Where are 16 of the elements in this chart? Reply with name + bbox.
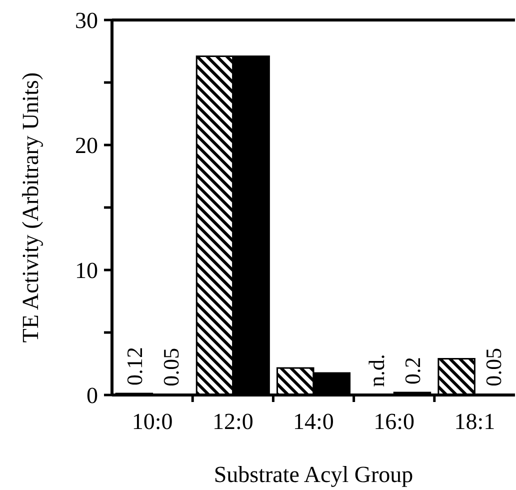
y-tick-label: 30: [75, 8, 98, 34]
data-label: 0.2: [400, 357, 426, 384]
x-tick-label: 14:0: [293, 409, 334, 434]
data-label: 0.12: [122, 347, 148, 386]
data-label: 0.05: [480, 348, 506, 386]
y-axis-title: TE Activity (Arbitrary Units): [18, 72, 43, 343]
y-tick-label: 20: [75, 133, 98, 158]
data-label: 0.05: [158, 348, 184, 386]
x-tick-label: 16:0: [374, 409, 415, 434]
y-tick-label: 10: [75, 258, 98, 284]
y-tick-label: 0: [86, 383, 98, 408]
x-tick-label: 12:0: [212, 409, 254, 434]
x-tick-label: 18:1: [454, 409, 496, 434]
x-tick-label: 10:0: [132, 409, 173, 434]
x-axis-title: Substrate Acyl Group: [214, 462, 414, 487]
text: n.d.: [364, 354, 389, 387]
